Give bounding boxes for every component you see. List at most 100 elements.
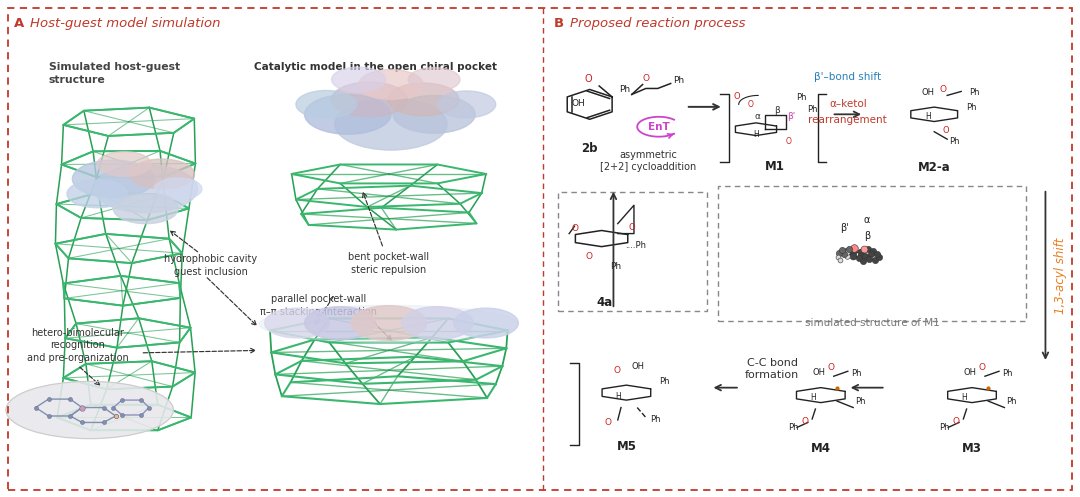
Circle shape bbox=[67, 180, 127, 208]
Text: O: O bbox=[571, 224, 578, 233]
Text: rearrangement: rearrangement bbox=[809, 115, 887, 125]
Text: OH: OH bbox=[632, 362, 645, 371]
Text: β: β bbox=[864, 231, 870, 241]
Circle shape bbox=[94, 165, 198, 213]
Text: parallel pocket-wall
π–π stacking interaction: parallel pocket-wall π–π stacking intera… bbox=[260, 294, 377, 317]
Circle shape bbox=[351, 306, 427, 340]
Text: C-C bond
formation: C-C bond formation bbox=[745, 357, 799, 380]
Text: O: O bbox=[827, 363, 834, 372]
Text: OH: OH bbox=[571, 99, 585, 108]
Text: Proposed reaction process: Proposed reaction process bbox=[570, 17, 745, 30]
Circle shape bbox=[332, 67, 386, 92]
Text: bent pocket-wall
steric repulsion: bent pocket-wall steric repulsion bbox=[348, 252, 430, 275]
Text: Ph: Ph bbox=[851, 369, 862, 378]
Text: M2-a: M2-a bbox=[918, 162, 950, 174]
Circle shape bbox=[130, 159, 194, 189]
Circle shape bbox=[113, 194, 178, 224]
Circle shape bbox=[97, 152, 151, 176]
Text: α–ketol: α–ketol bbox=[829, 99, 866, 109]
Text: β': β' bbox=[787, 112, 796, 121]
Circle shape bbox=[305, 307, 376, 339]
Text: OH: OH bbox=[812, 368, 825, 377]
Ellipse shape bbox=[5, 382, 173, 439]
Text: Ph: Ph bbox=[967, 103, 977, 112]
Text: M5: M5 bbox=[617, 440, 636, 453]
Text: O: O bbox=[953, 417, 959, 426]
Text: Ph: Ph bbox=[673, 76, 684, 84]
Circle shape bbox=[72, 160, 154, 198]
Text: hetero-bimolecular
recognition
and pre-organization: hetero-bimolecular recognition and pre-o… bbox=[27, 328, 129, 363]
Circle shape bbox=[437, 91, 496, 118]
Text: O: O bbox=[785, 137, 791, 146]
Text: ....Ph: ....Ph bbox=[625, 242, 646, 250]
Circle shape bbox=[388, 83, 459, 116]
Text: α: α bbox=[755, 112, 761, 121]
Circle shape bbox=[454, 308, 518, 338]
Text: Ph: Ph bbox=[1007, 397, 1017, 406]
Text: Simulated host-guest
structure: Simulated host-guest structure bbox=[49, 62, 179, 84]
Text: H: H bbox=[926, 112, 931, 121]
Text: B: B bbox=[554, 17, 564, 30]
Text: OH: OH bbox=[921, 88, 934, 97]
Circle shape bbox=[305, 94, 391, 134]
Circle shape bbox=[393, 95, 475, 133]
Circle shape bbox=[265, 308, 329, 338]
Text: 2b: 2b bbox=[581, 142, 598, 155]
FancyBboxPatch shape bbox=[558, 192, 707, 311]
Text: O: O bbox=[605, 418, 611, 427]
Text: O: O bbox=[585, 252, 592, 261]
Text: hydrophobic cavity
guest inclusion: hydrophobic cavity guest inclusion bbox=[164, 254, 257, 277]
Text: β': β' bbox=[840, 223, 849, 233]
Circle shape bbox=[296, 90, 356, 118]
Text: OH: OH bbox=[963, 368, 976, 377]
Text: β'–bond shift: β'–bond shift bbox=[814, 72, 881, 82]
Text: O: O bbox=[978, 363, 985, 372]
Circle shape bbox=[335, 98, 447, 150]
Text: Ph: Ph bbox=[796, 93, 807, 102]
Text: Ph: Ph bbox=[659, 377, 670, 386]
Text: O: O bbox=[733, 92, 740, 101]
Text: Catalytic model in the open chiral pocket: Catalytic model in the open chiral pocke… bbox=[254, 62, 497, 72]
Text: O: O bbox=[801, 417, 808, 426]
Text: asymmetric
[2+2] cycloaddition: asymmetric [2+2] cycloaddition bbox=[599, 150, 697, 172]
Circle shape bbox=[332, 82, 407, 117]
Text: Ph: Ph bbox=[1002, 369, 1013, 378]
Text: O: O bbox=[643, 75, 649, 83]
Text: 1,3-acyl shift: 1,3-acyl shift bbox=[1054, 238, 1067, 314]
Text: O: O bbox=[613, 366, 620, 375]
Text: H: H bbox=[616, 392, 621, 401]
Text: Ph: Ph bbox=[855, 397, 866, 406]
Text: O: O bbox=[629, 223, 635, 232]
Text: H: H bbox=[753, 130, 758, 139]
Text: simulated structure of M1: simulated structure of M1 bbox=[806, 318, 940, 328]
Text: Ph: Ph bbox=[949, 137, 960, 146]
Text: A: A bbox=[14, 17, 24, 30]
Text: Ph: Ph bbox=[610, 262, 621, 271]
Circle shape bbox=[402, 307, 473, 339]
Text: Host-guest model simulation: Host-guest model simulation bbox=[30, 17, 220, 30]
Text: α: α bbox=[864, 215, 870, 225]
Text: Ph: Ph bbox=[940, 423, 950, 432]
Text: 4a: 4a bbox=[596, 296, 613, 309]
Text: Ph: Ph bbox=[969, 88, 980, 97]
Text: O: O bbox=[943, 126, 949, 135]
Text: Ph: Ph bbox=[650, 415, 661, 424]
Text: O: O bbox=[584, 74, 592, 84]
FancyBboxPatch shape bbox=[718, 186, 1026, 321]
Ellipse shape bbox=[259, 305, 518, 342]
Text: Ph: Ph bbox=[807, 105, 818, 114]
Text: H: H bbox=[961, 393, 967, 402]
Text: M3: M3 bbox=[962, 442, 982, 455]
Text: EnT: EnT bbox=[648, 122, 670, 132]
Text: O: O bbox=[747, 100, 753, 109]
Text: M1: M1 bbox=[765, 161, 784, 173]
Text: M4: M4 bbox=[811, 442, 831, 455]
Circle shape bbox=[359, 70, 423, 99]
Text: Ph: Ph bbox=[788, 423, 799, 432]
Text: β: β bbox=[774, 106, 780, 115]
Circle shape bbox=[408, 68, 460, 91]
Text: O: O bbox=[940, 85, 946, 94]
Text: H: H bbox=[810, 393, 815, 402]
Text: Ph: Ph bbox=[619, 85, 630, 94]
Circle shape bbox=[154, 178, 202, 200]
